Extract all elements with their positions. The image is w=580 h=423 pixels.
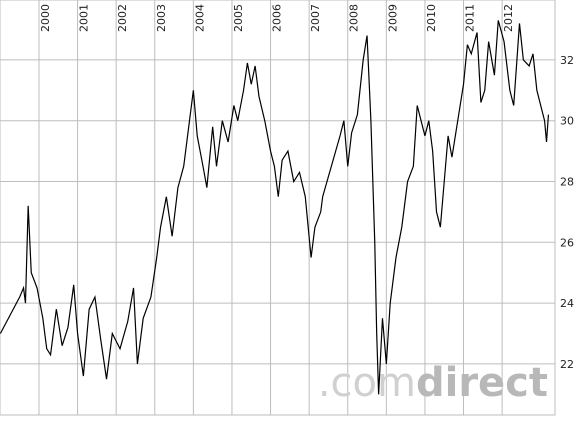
x-tick-label: 2010 <box>425 4 438 32</box>
price-line <box>0 20 550 395</box>
y-tick-label: 22 <box>560 358 574 371</box>
x-tick-label: 2001 <box>78 4 91 32</box>
x-tick-label: 2007 <box>309 4 322 32</box>
plot-area <box>0 0 556 416</box>
watermark-suffix: direct <box>416 360 548 406</box>
x-tick-label: 2008 <box>348 4 361 32</box>
y-tick-label: 28 <box>560 176 574 189</box>
watermark-prefix: .com <box>318 360 416 406</box>
x-tick-label: 2003 <box>155 4 168 32</box>
x-tick-label: 2011 <box>464 4 477 32</box>
x-tick-label: 2002 <box>116 4 129 32</box>
x-tick-label: 2000 <box>39 4 52 32</box>
x-tick-label: 2005 <box>232 4 245 32</box>
y-tick-label: 24 <box>560 297 574 310</box>
y-tick-label: 26 <box>560 236 574 249</box>
x-tick-label: 2006 <box>271 4 284 32</box>
x-tick-label: 2004 <box>193 4 206 32</box>
watermark: .comdirect <box>318 360 548 406</box>
y-tick-label: 30 <box>560 115 574 128</box>
x-tick-label: 2012 <box>502 4 515 32</box>
grid <box>0 0 555 415</box>
x-tick-label: 2009 <box>386 4 399 32</box>
y-tick-label: 32 <box>560 54 574 67</box>
